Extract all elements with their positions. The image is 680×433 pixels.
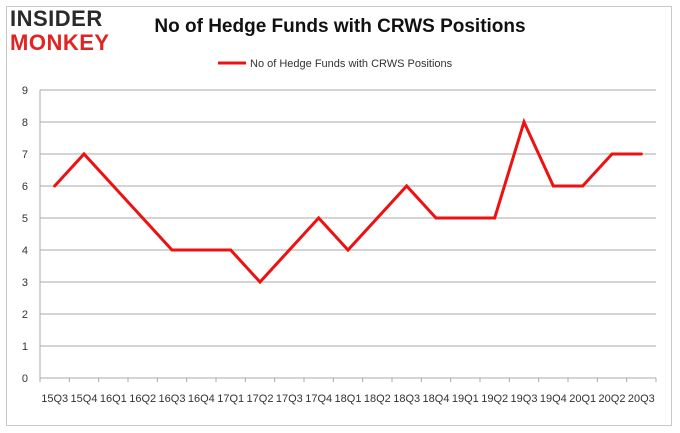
x-tick-label-16Q1: 16Q1 — [100, 393, 127, 405]
y-tick-label-4: 4 — [22, 245, 28, 257]
x-tick-label-18Q3: 18Q3 — [393, 393, 420, 405]
data-point-17Q4 — [317, 216, 321, 220]
x-tick-label-19Q2: 19Q2 — [481, 393, 508, 405]
data-point-17Q3 — [287, 248, 291, 252]
x-tick-label-17Q4: 17Q4 — [305, 393, 332, 405]
x-tick-label-15Q3: 15Q3 — [41, 393, 68, 405]
series-line-0 — [53, 117, 642, 285]
x-tick-label-16Q3: 16Q3 — [159, 393, 186, 405]
data-point-19Q4 — [551, 184, 555, 188]
x-tick-label-20Q1: 20Q1 — [569, 393, 596, 405]
x-tick-label-17Q1: 17Q1 — [217, 393, 244, 405]
y-tick-label-0: 0 — [22, 373, 28, 385]
y-tick-label-7: 7 — [22, 149, 28, 161]
y-tick-label-5: 5 — [22, 213, 28, 225]
x-tick-label-15Q4: 15Q4 — [71, 393, 98, 405]
data-point-18Q4 — [434, 216, 438, 220]
chart-title: No of Hedge Funds with CRWS Positions — [154, 16, 526, 37]
x-tick-label-19Q3: 19Q3 — [511, 393, 538, 405]
data-point-18Q1 — [346, 248, 350, 252]
data-point-16Q1 — [111, 184, 115, 188]
y-tick-label-9: 9 — [22, 85, 28, 97]
data-point-18Q3 — [405, 184, 409, 188]
data-point-17Q1 — [229, 248, 233, 252]
x-tick-label-17Q3: 17Q3 — [276, 393, 303, 405]
x-tick-label-18Q2: 18Q2 — [364, 393, 391, 405]
data-point-18Q2 — [375, 216, 379, 220]
data-point-20Q3 — [639, 152, 643, 156]
x-tick-label-17Q2: 17Q2 — [247, 393, 274, 405]
y-tick-label-6: 6 — [22, 181, 28, 193]
x-tick-label-20Q3: 20Q3 — [628, 393, 655, 405]
x-tick-label-16Q2: 16Q2 — [129, 393, 156, 405]
x-tick-label-16Q4: 16Q4 — [188, 393, 215, 405]
data-point-19Q2 — [493, 216, 497, 220]
data-point-15Q4 — [82, 152, 86, 156]
x-tick-label-19Q1: 19Q1 — [452, 393, 479, 405]
logo-word-insider: INSIDER — [10, 6, 103, 31]
y-tick-label-3: 3 — [22, 277, 28, 289]
y-tick-label-2: 2 — [22, 309, 28, 321]
data-point-16Q3 — [170, 248, 174, 252]
data-point-20Q1 — [581, 184, 585, 188]
data-point-17Q2 — [258, 280, 262, 284]
x-tick-label-18Q4: 18Q4 — [423, 393, 450, 405]
insider-monkey-logo: INSIDER MONKEY — [10, 8, 128, 56]
data-point-16Q2 — [141, 216, 145, 220]
y-tick-label-8: 8 — [22, 117, 28, 129]
legend-label: No of Hedge Funds with CRWS Positions — [250, 58, 453, 70]
y-tick-label-1: 1 — [22, 341, 28, 353]
x-tick-label-20Q2: 20Q2 — [599, 393, 626, 405]
x-tick-label-19Q4: 19Q4 — [540, 393, 567, 405]
data-point-19Q1 — [463, 216, 467, 220]
chart-frame — [6, 6, 672, 426]
data-point-20Q2 — [610, 152, 614, 156]
data-point-16Q4 — [199, 248, 203, 252]
data-point-19Q3 — [522, 120, 526, 124]
x-tick-label-18Q1: 18Q1 — [335, 393, 362, 405]
logo-word-monkey: MONKEY — [10, 30, 110, 55]
data-point-15Q3 — [53, 184, 57, 188]
